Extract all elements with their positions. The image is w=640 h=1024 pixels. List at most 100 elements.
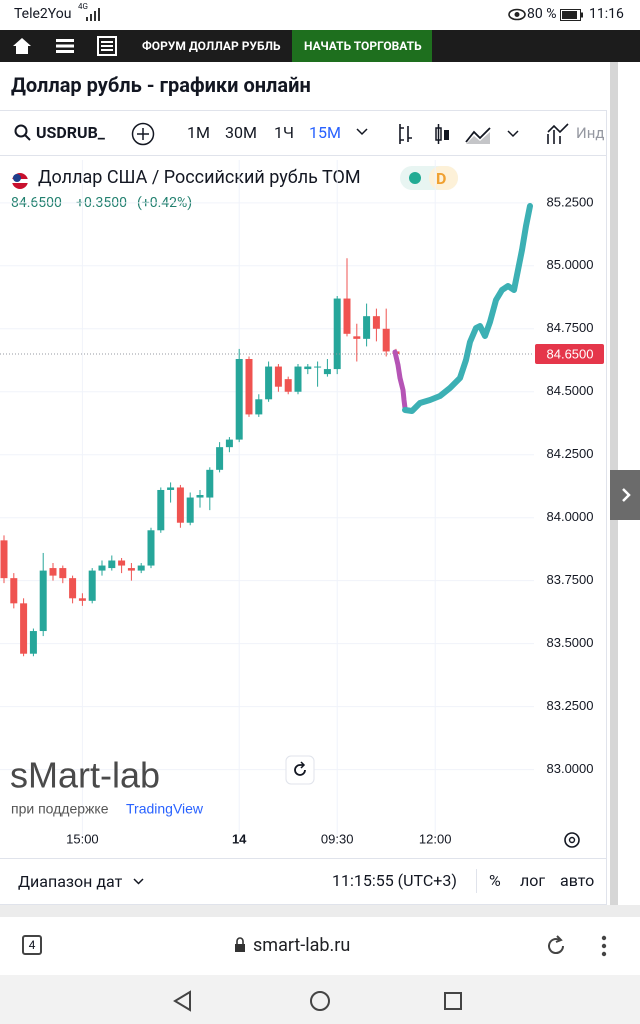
- candle-body: [118, 560, 126, 566]
- candle-body: [284, 379, 292, 392]
- candle-body: [98, 565, 106, 571]
- instrument: Доллар США / Российский рубль ТОМ: [38, 167, 361, 188]
- candle-body: [372, 316, 380, 329]
- forum-link[interactable]: ФОРУМ ДОЛЛАР РУБЛЬ: [142, 39, 281, 53]
- x-tick-label: 09:30: [321, 831, 354, 846]
- candle-body: [10, 578, 18, 604]
- y-tick-label: 84.7500: [547, 320, 594, 335]
- drawing-teal: [402, 203, 533, 414]
- x-tick-label: 14: [232, 831, 247, 846]
- interval[interactable]: 30М: [225, 123, 257, 142]
- drawing-purple: [392, 349, 408, 411]
- status-bar: Tele2You 4G 80 % 11:16: [0, 0, 640, 30]
- candle-body: [353, 336, 361, 339]
- candle-body: [274, 366, 282, 387]
- search-icon[interactable]: [14, 124, 32, 142]
- candle-body: [206, 469, 214, 498]
- candle-body: [78, 598, 86, 601]
- y-tick-label: 84.0000: [547, 509, 594, 524]
- chart-style-icons[interactable]: [396, 122, 526, 146]
- home-icon[interactable]: [12, 37, 32, 55]
- indicators-icon[interactable]: [546, 122, 570, 146]
- candle-body: [265, 366, 273, 400]
- side-tab[interactable]: [610, 470, 640, 520]
- log-option[interactable]: лог: [520, 871, 546, 890]
- last-price-label: 84.6500: [547, 346, 594, 361]
- period-badge: [429, 166, 458, 190]
- candle-body: [235, 358, 243, 440]
- candle-body: [186, 497, 194, 523]
- y-tick-label: 83.0000: [547, 761, 594, 776]
- period: D: [436, 169, 447, 188]
- url[interactable]: smart-lab.ru: [253, 935, 351, 956]
- y-tick-label: 85.0000: [547, 257, 594, 272]
- browser-bar: 4 smart-lab.ru: [0, 917, 640, 975]
- auto-option[interactable]: авто: [560, 871, 595, 890]
- chart: sMart-lab при поддержке TradingView 83.0…: [0, 160, 604, 848]
- watermark: sMart-lab: [10, 755, 160, 796]
- indicators[interactable]: Инд: [576, 124, 605, 142]
- y-tick-label: 84.2500: [547, 446, 594, 461]
- candle-body: [69, 578, 77, 599]
- add-symbol[interactable]: [131, 122, 155, 146]
- candle-body: [304, 366, 312, 370]
- date-range[interactable]: Диапазон дат: [18, 872, 123, 891]
- candle-body: [294, 366, 302, 392]
- candle-body: [147, 530, 155, 566]
- x-tick-label: 15:00: [66, 831, 99, 846]
- arrow-icon: [622, 488, 631, 502]
- battery-icon: [560, 9, 583, 21]
- interval[interactable]: 1М: [187, 123, 210, 142]
- interval-active[interactable]: 15М: [309, 123, 341, 142]
- signal: 4G: [78, 2, 88, 11]
- back-button[interactable]: [172, 990, 194, 1012]
- y-tick-label: 83.5000: [547, 635, 594, 650]
- brand: TradingView: [126, 801, 204, 817]
- chevron[interactable]: [356, 128, 368, 136]
- reload-icon[interactable]: [544, 934, 568, 958]
- settings-icon[interactable]: [564, 832, 580, 848]
- home-button[interactable]: [309, 990, 331, 1012]
- trade-button[interactable]: НАЧАТЬ ТОРГОВАТЬ: [292, 30, 432, 62]
- toolbar: USDRUB_ 1М 30М 1Ч 15М Инд: [0, 111, 607, 156]
- recents-button[interactable]: [443, 991, 463, 1011]
- trade-label: НАЧАТЬ ТОРГОВАТЬ: [304, 39, 422, 53]
- eye-icon: [508, 8, 526, 21]
- separator: [0, 905, 640, 917]
- candle-body: [88, 570, 96, 601]
- chevron[interactable]: [133, 878, 144, 885]
- book-icon[interactable]: [96, 35, 118, 57]
- y-tick-label: 84.5000: [547, 383, 594, 398]
- tab-count[interactable]: 4: [22, 935, 42, 955]
- menu-icon[interactable]: [56, 39, 74, 53]
- candle-body: [137, 565, 145, 571]
- candle-body: [216, 447, 224, 470]
- menu-dots[interactable]: [600, 934, 608, 958]
- candle-body: [59, 568, 67, 579]
- percent-option[interactable]: %: [489, 871, 501, 890]
- candle-body: [382, 328, 390, 352]
- reset-button[interactable]: [285, 755, 315, 785]
- candle-body: [333, 298, 341, 370]
- symbol[interactable]: USDRUB_: [36, 123, 105, 142]
- market-dot: [409, 172, 421, 184]
- bottom-bar: Диапазон дат 11:15:55 (UTC+3) % лог авто: [0, 858, 607, 905]
- candle-body: [108, 560, 116, 569]
- x-tick-label: 12:00: [419, 831, 452, 846]
- chart-card: [0, 110, 607, 905]
- clock: 11:16: [589, 6, 624, 22]
- candle-body: [20, 603, 28, 654]
- candle-body: [49, 568, 57, 576]
- last-price-box: [535, 343, 604, 364]
- system-nav: [0, 975, 640, 1024]
- clock: 11:15:55 (UTC+3): [332, 871, 457, 890]
- flag-icon: [12, 173, 28, 189]
- candle-body: [29, 631, 37, 654]
- status-pill[interactable]: D: [400, 166, 458, 190]
- interval[interactable]: 1Ч: [274, 123, 294, 142]
- candle-body: [314, 366, 322, 368]
- battery: 80 %: [527, 6, 557, 22]
- candle-body: [39, 570, 47, 632]
- candle-body: [127, 568, 135, 571]
